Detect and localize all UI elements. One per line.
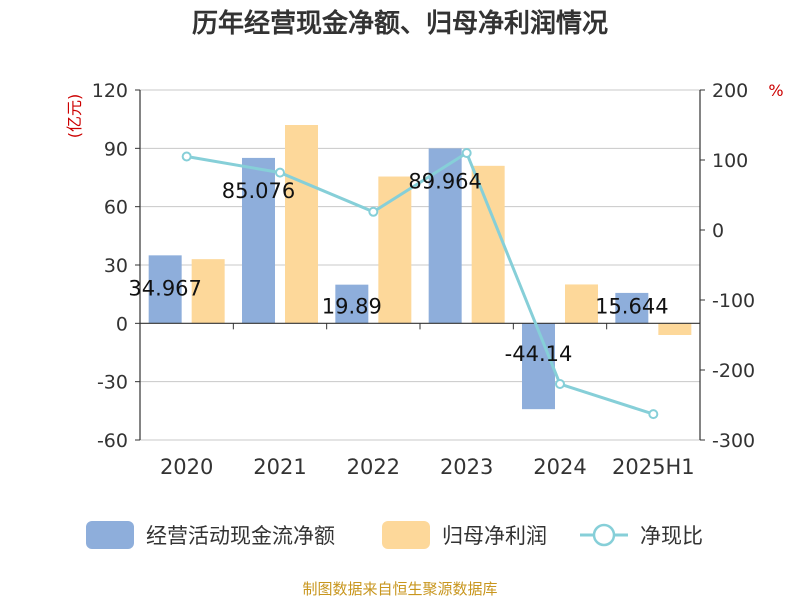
right-tick-label: -100 — [712, 290, 755, 312]
chart-title: 历年经营现金净额、归母净利润情况 — [192, 8, 608, 39]
bar — [378, 176, 412, 324]
left-tick-label: 60 — [104, 197, 128, 219]
ratio-point — [368, 206, 379, 217]
left-tick-label: -30 — [97, 372, 128, 394]
left-tick-label: 30 — [104, 255, 128, 277]
right-tick-label: -300 — [712, 430, 755, 452]
legend-label-ratio: 净现比 — [640, 524, 703, 548]
ratio-point — [275, 167, 285, 178]
legend: 经营活动现金流净额 归母净利润 净现比 — [86, 521, 703, 549]
left-tick-label: 90 — [104, 138, 128, 160]
data-label: 89.964 — [408, 169, 481, 193]
category-label: 2024 — [533, 455, 586, 479]
right-tick-label: 200 — [712, 80, 748, 102]
bar — [471, 165, 505, 324]
ratio-point — [461, 148, 472, 158]
left-tick-label: 0 — [116, 313, 128, 335]
bar — [242, 157, 275, 324]
legend-marker-ratio — [592, 523, 616, 547]
data-label: 15.644 — [595, 294, 668, 318]
legend-label-profit: 归母净利润 — [442, 524, 547, 548]
right-tick-label: 0 — [712, 220, 724, 242]
bar — [285, 125, 318, 324]
bars — [148, 125, 692, 410]
data-label: 34.967 — [128, 276, 201, 300]
bar — [522, 323, 555, 410]
right-tick-label: 100 — [712, 150, 748, 172]
legend-swatch-cashflow — [86, 521, 134, 549]
bar — [335, 284, 369, 324]
ratio-point — [648, 409, 659, 420]
data-labels: 34.967 85.076 19.89 89.964 -44.14 15.644 — [128, 169, 668, 366]
data-label: -44.14 — [505, 342, 573, 366]
grid — [140, 89, 700, 441]
bar — [191, 259, 225, 324]
ratio-point — [181, 151, 192, 162]
right-tick-label: -200 — [712, 360, 755, 382]
category-label: 2022 — [347, 455, 400, 479]
legend-swatch-profit — [382, 521, 430, 549]
bar — [658, 323, 692, 335]
ratio-point — [555, 379, 565, 389]
left-axis-unit: (亿元) — [65, 94, 84, 139]
bar — [565, 284, 598, 324]
ratio-polyline — [186, 150, 654, 416]
right-axis-unit: % — [768, 81, 783, 100]
ratio-line — [181, 148, 659, 420]
left-tick-label: 120 — [92, 80, 128, 102]
category-label: 2025H1 — [612, 455, 695, 479]
category-label: 2023 — [440, 455, 493, 479]
bar — [615, 292, 649, 324]
category-label: 2020 — [160, 455, 213, 479]
bar — [428, 148, 462, 324]
bar — [148, 255, 182, 324]
data-label: 19.89 — [322, 294, 382, 318]
axes: 120 90 60 30 0 -30 -60 200 100 0 -100 -200 -300 2020 2… — [92, 80, 755, 479]
left-tick-label: -60 — [97, 430, 128, 452]
data-label: 85.076 — [222, 179, 295, 203]
category-label: 2021 — [253, 455, 306, 479]
source-note: 制图数据来自恒生聚源数据库 — [302, 580, 497, 598]
legend-label-cashflow: 经营活动现金流净额 — [146, 524, 335, 548]
